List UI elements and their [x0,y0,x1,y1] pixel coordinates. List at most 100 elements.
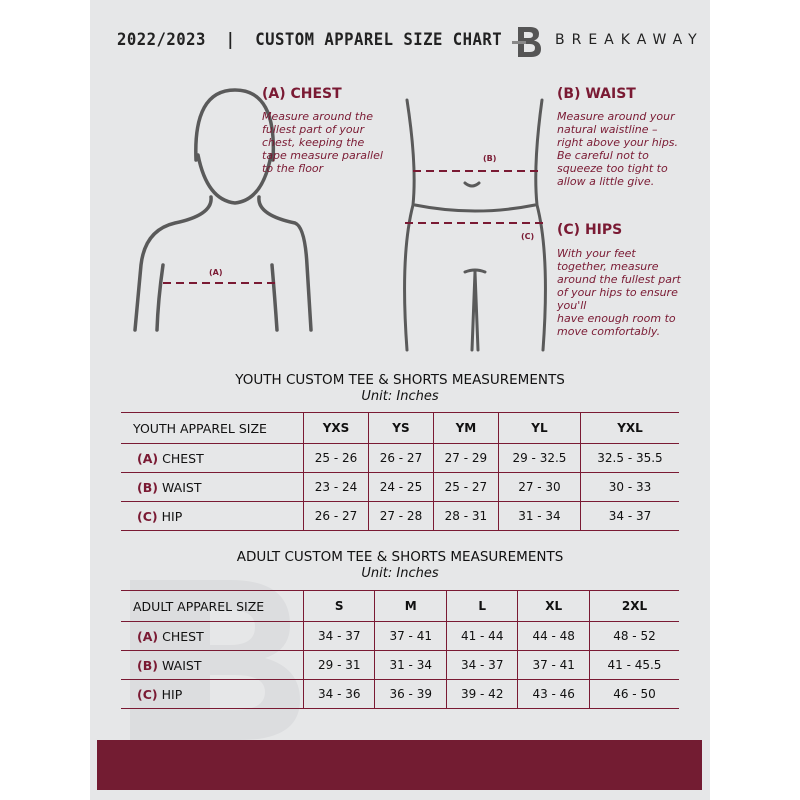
row-label: (C) HIP [121,501,304,531]
header-cell: L [445,590,518,622]
desc-line: Measure around your [557,110,675,123]
cell: 34 - 36 [302,679,375,709]
desc-line: allow a little give. [557,175,655,188]
waist-section: (B) WAIST Measure around your natural wa… [557,86,678,188]
row-name: WAIST [161,657,202,673]
cell: 26 - 27 [367,443,434,473]
header-cell: ADULT APPAREL SIZE [121,590,304,622]
hips-marker-label: (C) [521,232,535,241]
footer-band [97,740,702,790]
desc-line: Be careful not to [557,149,649,162]
cell: 41 - 44 [445,621,518,651]
row-code: (C) [137,508,158,524]
desc-line: you'll [557,299,587,312]
chest-heading: (A) CHEST [262,86,342,102]
row-label: (C) HIP [121,679,304,709]
cell: 46 - 50 [588,679,679,709]
header-cell: YS [367,412,434,444]
row-label: (A) CHEST [121,621,304,651]
row-code: (B) [137,657,158,673]
row-code: (C) [137,686,158,702]
table-header-row: ADULT APPAREL SIZE S M L XL 2XL [121,590,679,622]
cell: 27 - 29 [432,443,499,473]
waist-marker-label: (B) [483,154,497,163]
desc-line: right above your hips. [557,136,679,149]
chest-description: Measure around the fullest part of your … [262,110,383,175]
cell: 39 - 42 [445,679,518,709]
cell: 30 - 33 [579,472,679,502]
table-header-row: YOUTH APPAREL SIZE YXS YS YM YL YXL [121,412,679,444]
desc-line: chest, keeping the [262,136,365,149]
desc-line: of your hips to ensure [557,286,678,299]
hips-heading: (C) HIPS [557,222,623,238]
adult-table-title: ADULT CUSTOM TEE & SHORTS MEASUREMENTS [236,549,564,565]
row-name: WAIST [161,479,202,495]
table-row: (C) HIP 26 - 27 27 - 28 28 - 31 31 - 34 3… [121,501,679,531]
cell: 44 - 48 [517,621,590,651]
header-cell: YM [432,412,499,444]
cell: 31 - 34 [374,650,447,680]
chest-marker-label: (A) [209,268,223,277]
row-name: HIP [161,508,183,524]
desc-line: together, measure [557,260,659,273]
chest-section: (A) CHEST Measure around the fullest par… [262,86,383,175]
waist-description: Measure around your natural waistline – … [557,110,678,188]
desc-line: Measure around the [262,110,373,123]
desc-line: With your feet [557,247,636,260]
hips-description: With your feet together, measure around … [557,247,681,338]
row-code: (B) [137,479,158,495]
desc-line: move comfortably. [557,325,661,338]
header-cell: XL [517,590,590,622]
cell: 43 - 46 [517,679,590,709]
header-cell: YXL [579,412,679,444]
cell: 48 - 52 [588,621,679,651]
row-code: (A) [137,628,159,644]
header-cell: YXS [303,412,369,444]
waist-heading: (B) WAIST [557,86,636,102]
lower-body-illustration [403,98,547,352]
header-cell: M [374,590,447,622]
cell: 25 - 26 [303,443,369,473]
table-row: (B) WAIST 23 - 24 24 - 25 25 - 27 27 - 30… [121,472,679,502]
upper-body-illustration [133,88,313,332]
cell: 28 - 31 [432,501,499,531]
cell: 37 - 41 [517,650,590,680]
table-row: (A) CHEST 25 - 26 26 - 27 27 - 29 29 - 32… [121,443,679,473]
cell: 24 - 25 [367,472,434,502]
desc-line: to the floor [262,162,324,175]
table-row: (A) CHEST 34 - 37 37 - 41 41 - 44 44 - 48… [121,621,679,651]
breakaway-logo-icon [512,27,541,57]
row-name: CHEST [162,628,204,644]
desc-line: around the fullest part [557,273,681,286]
row-name: CHEST [162,450,204,466]
table-row: (B) WAIST 29 - 31 31 - 34 34 - 37 37 - 41… [121,650,679,680]
cell: 32.5 - 35.5 [579,443,679,473]
hips-section: (C) HIPS With your feet together, measur… [557,222,681,338]
brand-name: BREAKAWAY [555,32,704,48]
desc-line: natural waistline – [557,123,658,136]
cell: 41 - 45.5 [588,650,679,680]
cell: 36 - 39 [374,679,447,709]
header-cell: S [302,590,375,622]
cell: 27 - 30 [497,472,581,502]
cell: 25 - 27 [432,472,499,502]
youth-table-title: YOUTH CUSTOM TEE & SHORTS MEASUREMENTS [235,372,565,388]
row-label: (B) WAIST [121,472,304,502]
header-cell: 2XL [588,590,679,622]
table-row: (C) HIP 34 - 36 36 - 39 39 - 42 43 - 46 4… [121,679,679,709]
row-label: (B) WAIST [121,650,304,680]
desc-line: have enough room to [557,312,676,325]
desc-line: squeeze too tight to [557,162,668,175]
cell: 34 - 37 [445,650,518,680]
desc-line: fullest part of your [262,123,365,136]
cell: 37 - 41 [374,621,447,651]
cell: 34 - 37 [302,621,375,651]
youth-table-unit: Unit: Inches [361,389,439,404]
youth-size-table: YOUTH APPAREL SIZE YXS YS YM YL YXL (A) C… [121,412,679,531]
adult-size-table: ADULT APPAREL SIZE S M L XL 2XL (A) CHEST… [121,590,679,709]
row-code: (A) [137,450,159,466]
header-cell: YL [497,412,581,444]
desc-line: tape measure parallel [262,149,383,162]
adult-table-unit: Unit: Inches [361,566,439,581]
row-name: HIP [161,686,183,702]
